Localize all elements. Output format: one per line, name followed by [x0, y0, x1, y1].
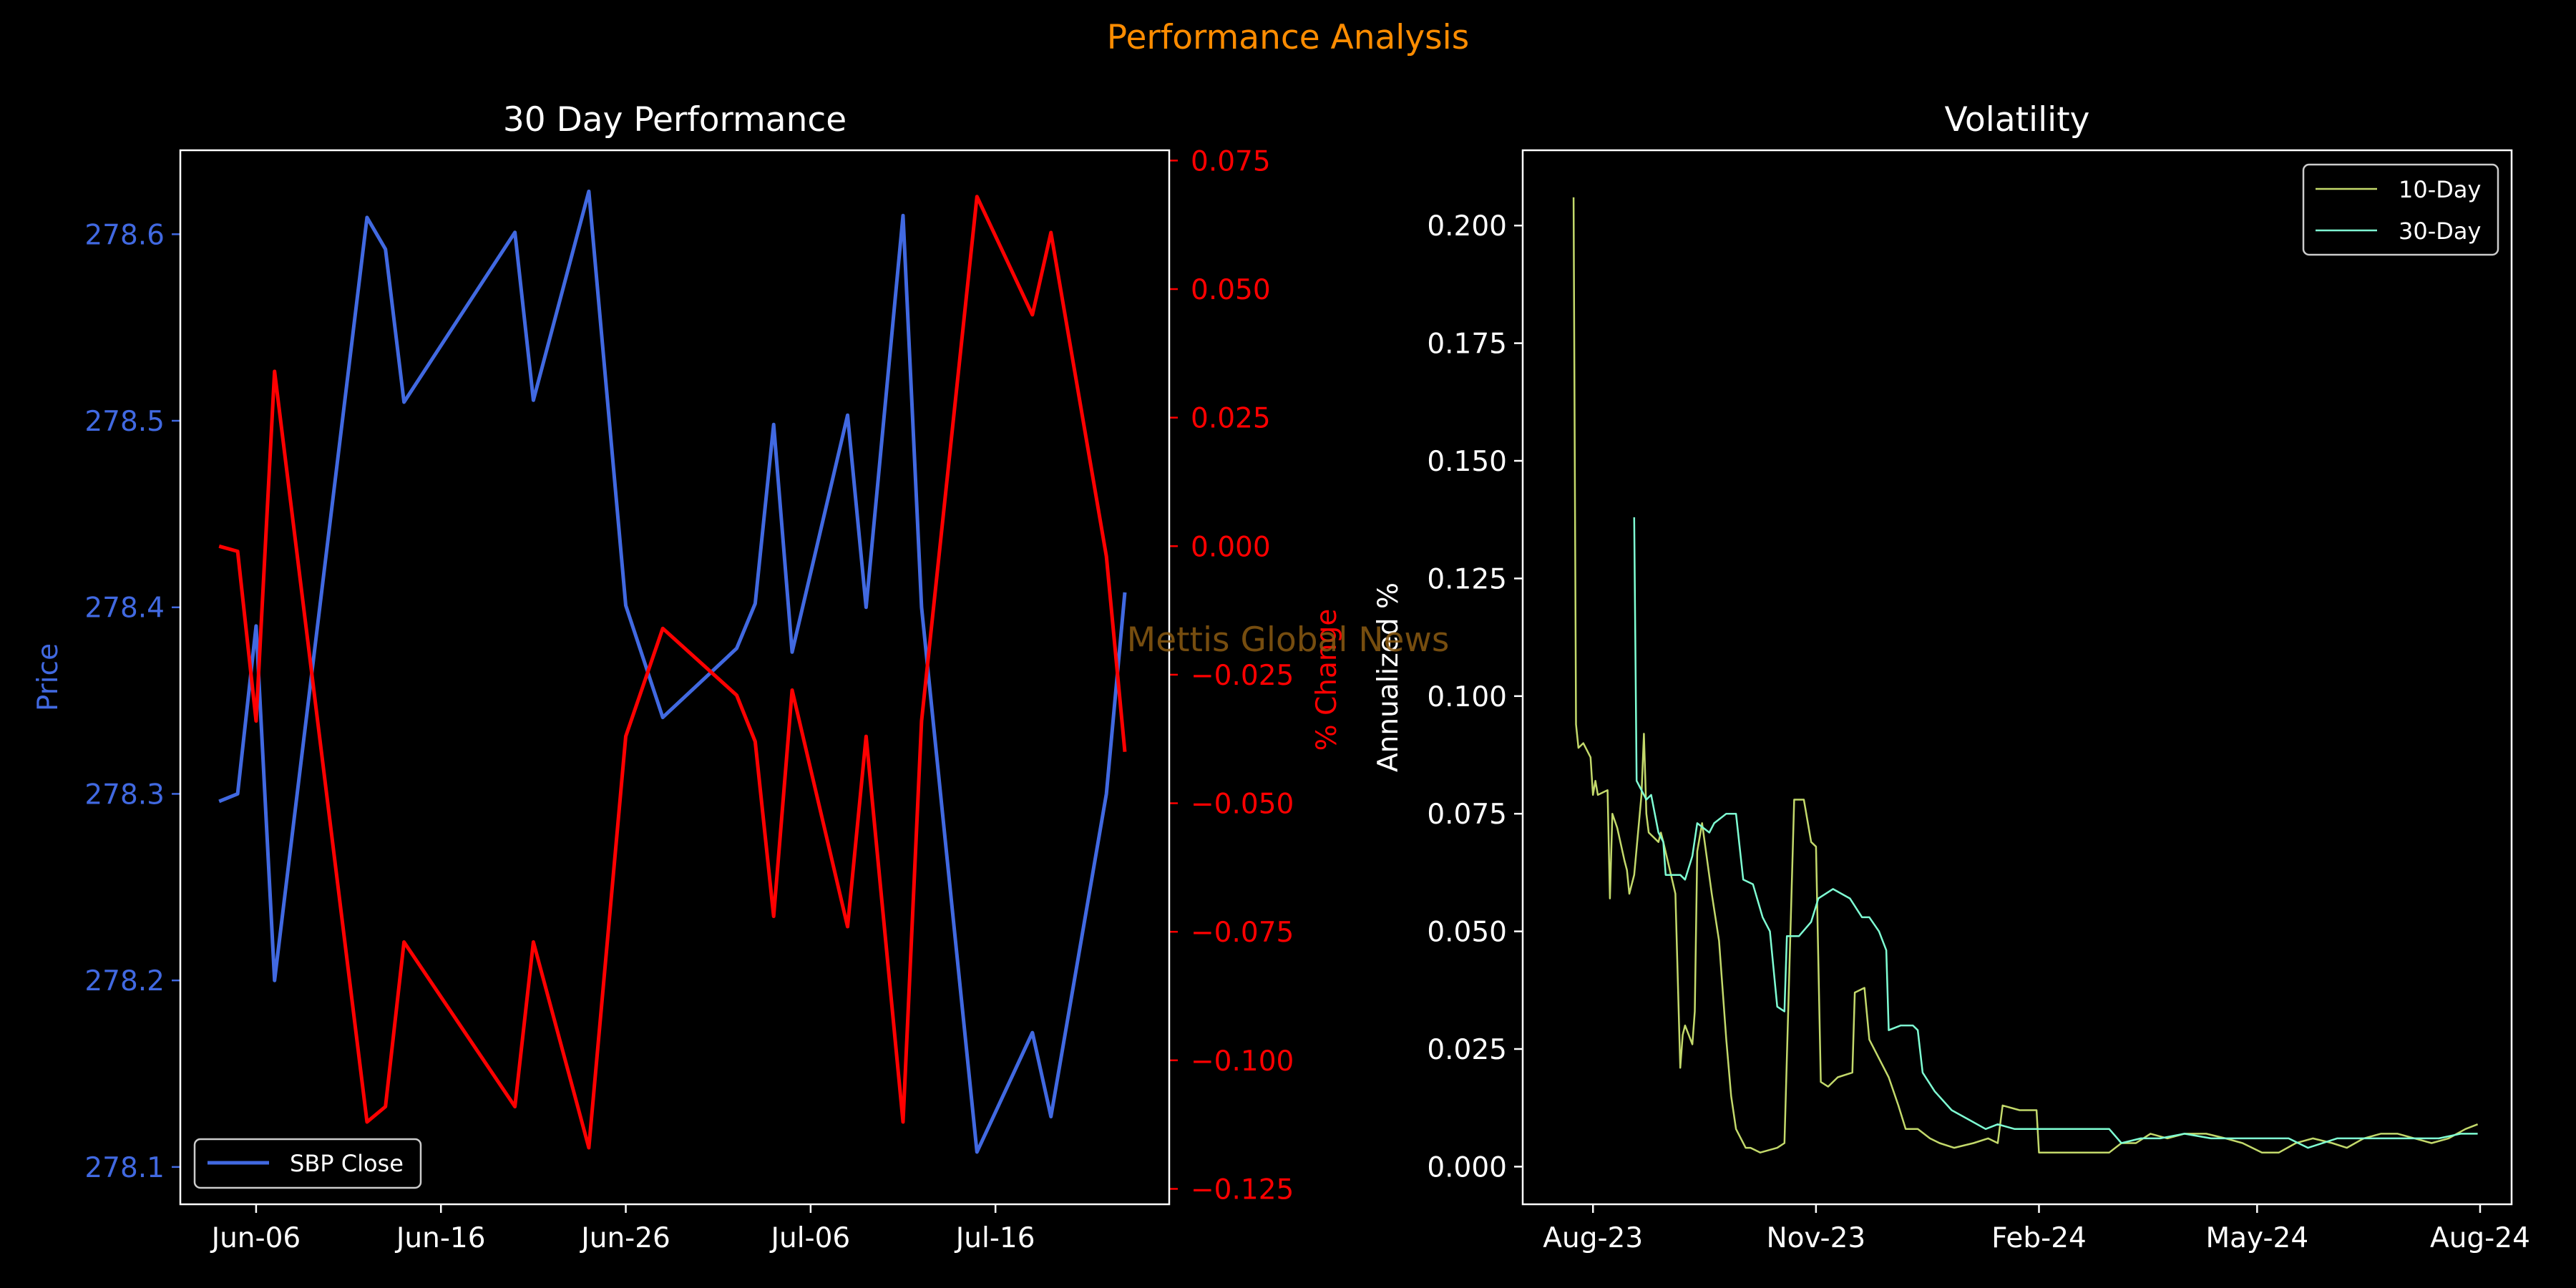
pct-tick-label: −0.125 — [1191, 1174, 1294, 1206]
vol-tick-label: 0.075 — [1427, 799, 1507, 831]
volatility-panel: Volatility 0.000 0.025 0.050 0.075 0.100 0.125… — [1372, 100, 2530, 1254]
legend-label-sbp-close: SBP Close — [290, 1150, 404, 1177]
pct-tick-label: 0.025 — [1191, 403, 1271, 435]
volatility-legend: 10-Day 30-Day — [2302, 163, 2499, 256]
pct-tick-label: −0.025 — [1191, 660, 1294, 692]
legend-box — [2302, 163, 2499, 256]
x-tick-label: Jun-26 — [579, 1222, 670, 1254]
vol-30day-line — [1633, 517, 2478, 1149]
legend-label-10day: 10-Day — [2399, 176, 2481, 203]
x-tick-label: May-24 — [2206, 1222, 2309, 1254]
pct-change-line — [218, 195, 1127, 1150]
pct-tick-label: 0.050 — [1191, 274, 1271, 306]
x-tick-label: Aug-23 — [1543, 1222, 1643, 1254]
pct-tick-label: −0.075 — [1191, 917, 1294, 949]
price-tick-label: 278.3 — [84, 779, 165, 811]
x-tick-label: Jun-06 — [210, 1222, 301, 1254]
vol-tick-label: 0.125 — [1427, 563, 1507, 595]
sbp-close-line — [218, 189, 1127, 1154]
vol-tick-label: 0.050 — [1427, 917, 1507, 949]
volatility-plot-frame — [1521, 149, 2513, 1206]
price-axis-label: Price — [32, 643, 64, 711]
performance-legend: SBP Close — [193, 1138, 422, 1189]
vol-axis-label: Annualized % — [1372, 582, 1405, 772]
watermark: Mettis Global News — [1127, 620, 1450, 660]
pct-tick-label: 0.000 — [1191, 531, 1271, 563]
x-tick-label: Jul-06 — [769, 1222, 850, 1254]
volatility-title: Volatility — [1945, 100, 2090, 140]
legend-label-30day: 30-Day — [2399, 218, 2481, 245]
price-tick-label: 278.2 — [84, 965, 165, 997]
vol-tick-label: 0.200 — [1427, 210, 1507, 243]
price-tick-label: 278.1 — [84, 1152, 165, 1184]
performance-panel: 30 Day Performance 278.1 278.2 278.3 278.4 27… — [32, 100, 1343, 1254]
performance-title: 30 Day Performance — [503, 100, 847, 140]
vol-tick-label: 0.150 — [1427, 446, 1507, 478]
figure-suptitle: Performance Analysis — [1107, 18, 1469, 57]
x-tick-label: Feb-24 — [1991, 1222, 2087, 1254]
pct-tick-label: −0.100 — [1191, 1045, 1294, 1078]
pct-tick-label: −0.050 — [1191, 789, 1294, 821]
vol-tick-label: 0.025 — [1427, 1034, 1507, 1066]
x-tick-label: Jul-16 — [954, 1222, 1035, 1254]
vol-tick-label: 0.175 — [1427, 328, 1507, 361]
pct-tick-label: 0.075 — [1191, 145, 1271, 177]
x-tick-label: Nov-23 — [1766, 1222, 1865, 1254]
x-tick-label: Jun-16 — [394, 1222, 486, 1254]
pct-axis-label: % Change — [1311, 609, 1343, 751]
vol-tick-label: 0.100 — [1427, 681, 1507, 713]
price-tick-label: 278.5 — [84, 406, 165, 438]
price-tick-label: 278.4 — [84, 592, 165, 625]
legend-box — [193, 1138, 422, 1189]
x-tick-label: Aug-24 — [2430, 1222, 2530, 1254]
price-tick-label: 278.6 — [84, 219, 165, 251]
performance-plot-frame — [179, 149, 1171, 1206]
vol-tick-label: 0.000 — [1427, 1151, 1507, 1184]
